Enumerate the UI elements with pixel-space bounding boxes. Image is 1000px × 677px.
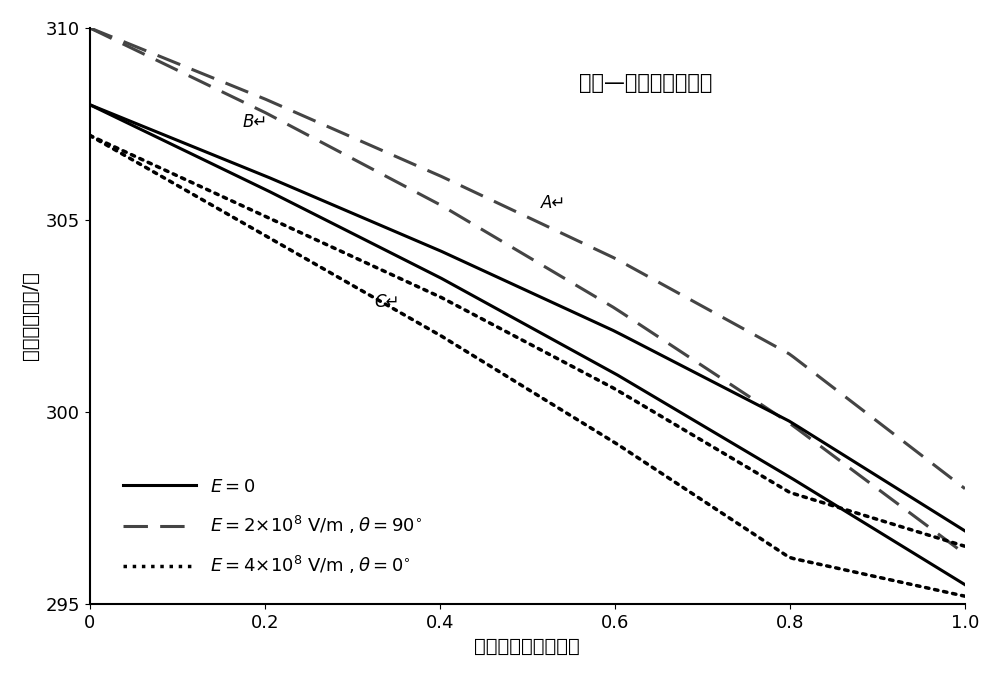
Text: B↵: B↵ [243,113,268,131]
Legend: $E = 0$, $E = 2{\times}10^{8}$ V/m $,\theta = 90^{\circ}$, $E = 4{\times}10^{8}$: $E = 0$, $E = 2{\times}10^{8}$ V/m $,\th… [116,471,430,584]
Text: A↵: A↵ [540,194,566,212]
X-axis label: 液（气）相摩尔组成: 液（气）相摩尔组成 [474,637,580,656]
Text: 甲醇—乙醇混合物体系: 甲醇—乙醇混合物体系 [579,72,712,93]
Y-axis label: 气液平衡温度/开: 气液平衡温度/开 [21,271,40,360]
Text: C↵: C↵ [374,293,400,311]
